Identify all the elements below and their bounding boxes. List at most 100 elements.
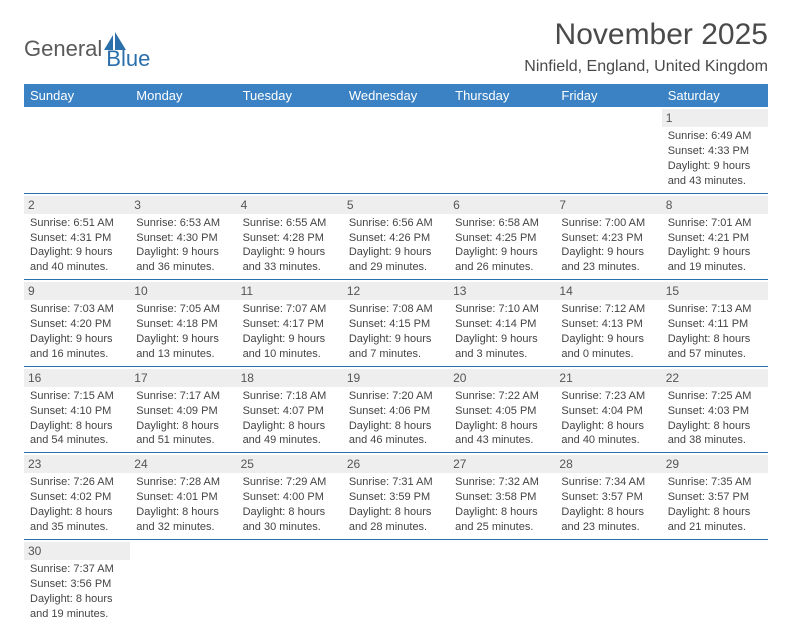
calendar-cell: 21Sunrise: 7:23 AMSunset: 4:04 PMDayligh…	[555, 366, 661, 453]
calendar-cell	[449, 539, 555, 625]
calendar-row: 1Sunrise: 6:49 AMSunset: 4:33 PMDaylight…	[24, 107, 768, 193]
calendar-cell	[662, 539, 768, 625]
sunset-text: Sunset: 4:21 PM	[668, 231, 762, 246]
calendar-cell: 1Sunrise: 6:49 AMSunset: 4:33 PMDaylight…	[662, 107, 768, 193]
calendar-row: 2Sunrise: 6:51 AMSunset: 4:31 PMDaylight…	[24, 193, 768, 280]
sunrise-text: Sunrise: 7:29 AM	[243, 475, 337, 490]
day-header: Wednesday	[343, 84, 449, 107]
daylight2-text: and 30 minutes.	[243, 520, 337, 535]
sunset-text: Sunset: 3:59 PM	[349, 490, 443, 505]
daylight2-text: and 19 minutes.	[30, 607, 124, 622]
daylight2-text: and 51 minutes.	[136, 433, 230, 448]
sunset-text: Sunset: 4:25 PM	[455, 231, 549, 246]
logo: General Blue	[24, 26, 150, 72]
daylight1-text: Daylight: 8 hours	[668, 419, 762, 434]
daylight1-text: Daylight: 8 hours	[243, 419, 337, 434]
day-number: 22	[662, 369, 768, 387]
sunrise-text: Sunrise: 7:18 AM	[243, 389, 337, 404]
sunrise-text: Sunrise: 6:56 AM	[349, 216, 443, 231]
calendar-cell: 10Sunrise: 7:05 AMSunset: 4:18 PMDayligh…	[130, 280, 236, 367]
daylight1-text: Daylight: 8 hours	[561, 419, 655, 434]
sunrise-text: Sunrise: 7:26 AM	[30, 475, 124, 490]
day-number: 16	[24, 369, 130, 387]
day-number: 3	[130, 196, 236, 214]
daylight2-text: and 32 minutes.	[136, 520, 230, 535]
daylight1-text: Daylight: 9 hours	[243, 332, 337, 347]
daylight2-text: and 29 minutes.	[349, 260, 443, 275]
calendar-cell	[555, 107, 661, 193]
sunrise-text: Sunrise: 7:08 AM	[349, 302, 443, 317]
sunset-text: Sunset: 4:06 PM	[349, 404, 443, 419]
sunrise-text: Sunrise: 6:51 AM	[30, 216, 124, 231]
sunrise-text: Sunrise: 6:58 AM	[455, 216, 549, 231]
header: General Blue November 2025 Ninfield, Eng…	[24, 18, 768, 76]
daylight2-text: and 49 minutes.	[243, 433, 337, 448]
calendar-table: Sunday Monday Tuesday Wednesday Thursday…	[24, 84, 768, 625]
calendar-cell: 2Sunrise: 6:51 AMSunset: 4:31 PMDaylight…	[24, 193, 130, 280]
daylight2-text: and 38 minutes.	[668, 433, 762, 448]
day-number: 5	[343, 196, 449, 214]
sunrise-text: Sunrise: 7:31 AM	[349, 475, 443, 490]
sunset-text: Sunset: 4:11 PM	[668, 317, 762, 332]
daylight2-text: and 13 minutes.	[136, 347, 230, 362]
day-number: 4	[237, 196, 343, 214]
sunrise-text: Sunrise: 7:34 AM	[561, 475, 655, 490]
sunrise-text: Sunrise: 7:17 AM	[136, 389, 230, 404]
calendar-cell: 19Sunrise: 7:20 AMSunset: 4:06 PMDayligh…	[343, 366, 449, 453]
calendar-cell: 12Sunrise: 7:08 AMSunset: 4:15 PMDayligh…	[343, 280, 449, 367]
daylight1-text: Daylight: 9 hours	[349, 332, 443, 347]
daylight1-text: Daylight: 9 hours	[455, 245, 549, 260]
daylight2-text: and 35 minutes.	[30, 520, 124, 535]
daylight1-text: Daylight: 8 hours	[668, 505, 762, 520]
daylight1-text: Daylight: 8 hours	[243, 505, 337, 520]
sunrise-text: Sunrise: 7:25 AM	[668, 389, 762, 404]
sunrise-text: Sunrise: 6:49 AM	[668, 129, 762, 144]
daylight2-text: and 40 minutes.	[561, 433, 655, 448]
daylight1-text: Daylight: 9 hours	[243, 245, 337, 260]
sunrise-text: Sunrise: 7:07 AM	[243, 302, 337, 317]
day-number: 25	[237, 455, 343, 473]
sunset-text: Sunset: 3:56 PM	[30, 577, 124, 592]
sunrise-text: Sunrise: 7:28 AM	[136, 475, 230, 490]
daylight1-text: Daylight: 9 hours	[455, 332, 549, 347]
sunset-text: Sunset: 3:57 PM	[561, 490, 655, 505]
day-number: 10	[130, 282, 236, 300]
calendar-cell	[237, 107, 343, 193]
sunset-text: Sunset: 4:07 PM	[243, 404, 337, 419]
calendar-cell: 7Sunrise: 7:00 AMSunset: 4:23 PMDaylight…	[555, 193, 661, 280]
daylight1-text: Daylight: 8 hours	[668, 332, 762, 347]
day-header: Monday	[130, 84, 236, 107]
daylight1-text: Daylight: 8 hours	[30, 419, 124, 434]
daylight2-text: and 28 minutes.	[349, 520, 443, 535]
sunset-text: Sunset: 4:18 PM	[136, 317, 230, 332]
calendar-row: 16Sunrise: 7:15 AMSunset: 4:10 PMDayligh…	[24, 366, 768, 453]
daylight2-text: and 23 minutes.	[561, 260, 655, 275]
sunrise-text: Sunrise: 7:10 AM	[455, 302, 549, 317]
calendar-cell: 30Sunrise: 7:37 AMSunset: 3:56 PMDayligh…	[24, 539, 130, 625]
daylight2-text: and 40 minutes.	[30, 260, 124, 275]
calendar-cell: 13Sunrise: 7:10 AMSunset: 4:14 PMDayligh…	[449, 280, 555, 367]
sunset-text: Sunset: 4:23 PM	[561, 231, 655, 246]
daylight1-text: Daylight: 9 hours	[136, 245, 230, 260]
calendar-cell: 5Sunrise: 6:56 AMSunset: 4:26 PMDaylight…	[343, 193, 449, 280]
day-number: 7	[555, 196, 661, 214]
day-header: Sunday	[24, 84, 130, 107]
daylight1-text: Daylight: 8 hours	[455, 505, 549, 520]
calendar-cell	[130, 539, 236, 625]
sunset-text: Sunset: 4:05 PM	[455, 404, 549, 419]
sunset-text: Sunset: 4:09 PM	[136, 404, 230, 419]
calendar-cell: 22Sunrise: 7:25 AMSunset: 4:03 PMDayligh…	[662, 366, 768, 453]
calendar-cell: 26Sunrise: 7:31 AMSunset: 3:59 PMDayligh…	[343, 453, 449, 540]
sunrise-text: Sunrise: 7:12 AM	[561, 302, 655, 317]
day-number: 24	[130, 455, 236, 473]
calendar-cell: 24Sunrise: 7:28 AMSunset: 4:01 PMDayligh…	[130, 453, 236, 540]
daylight1-text: Daylight: 8 hours	[30, 505, 124, 520]
day-number: 27	[449, 455, 555, 473]
day-number: 12	[343, 282, 449, 300]
calendar-cell	[24, 107, 130, 193]
daylight2-text: and 7 minutes.	[349, 347, 443, 362]
calendar-cell: 28Sunrise: 7:34 AMSunset: 3:57 PMDayligh…	[555, 453, 661, 540]
day-number: 15	[662, 282, 768, 300]
calendar-cell: 27Sunrise: 7:32 AMSunset: 3:58 PMDayligh…	[449, 453, 555, 540]
sunrise-text: Sunrise: 7:05 AM	[136, 302, 230, 317]
